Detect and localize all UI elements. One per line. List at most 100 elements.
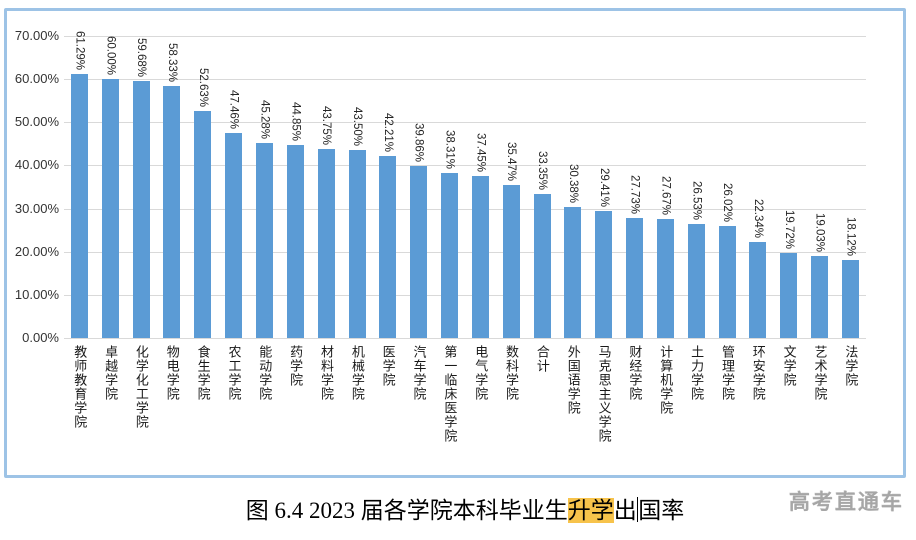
gridline — [64, 165, 866, 167]
bar-column: 38.31% 第一临床医学院 — [434, 36, 465, 443]
bar — [255, 142, 273, 338]
bar-value-label: 19.72% — [782, 209, 795, 249]
bar-category-label: 医学院 — [380, 345, 396, 387]
caption-text: 国率 — [638, 498, 685, 523]
bar-column: 37.45% 电气学院 — [465, 36, 496, 401]
bar-column: 30.38% 外国语学院 — [558, 36, 589, 415]
bar — [348, 150, 366, 338]
bar-column: 61.29% 教师教育学院 — [64, 31, 95, 429]
bar-value-label: 61.29% — [73, 30, 86, 70]
bar-category-label: 农工学院 — [226, 345, 242, 401]
bar — [132, 80, 150, 338]
bar-value-label: 18.12% — [844, 216, 857, 256]
y-axis-tick-label: 10.00% — [14, 286, 59, 302]
gridline — [64, 79, 866, 81]
bar — [101, 79, 119, 338]
bar — [163, 86, 181, 338]
caption-highlighted-text: 升学 — [567, 498, 614, 523]
bar-value-label: 43.75% — [320, 106, 333, 146]
bar — [533, 194, 551, 338]
bar-category-label: 艺术学院 — [812, 345, 828, 401]
bar-value-label: 26.53% — [690, 180, 703, 220]
bar — [749, 241, 767, 338]
bar — [70, 73, 88, 338]
bar — [687, 223, 705, 338]
bar-value-label: 60.00% — [104, 36, 117, 76]
bar-category-label: 外国语学院 — [565, 345, 581, 415]
bar-column: 52.63% 食生学院 — [187, 36, 218, 401]
bar-category-label: 合计 — [534, 345, 550, 373]
bar — [225, 133, 243, 338]
bars-container: 61.29% 教师教育学院 60.00% 卓越学院 59.68% 化学化工学院 58.33%… — [64, 31, 866, 443]
bar-column: 26.53% 土力学院 — [681, 36, 712, 401]
bar — [379, 155, 397, 338]
bar-value-label: 38.31% — [443, 129, 456, 169]
bar-category-label: 教师教育学院 — [72, 345, 88, 429]
caption-text: 图 6.4 2023 届各学院本科毕业生 — [245, 498, 568, 523]
gridline — [64, 36, 866, 37]
gridline — [64, 338, 866, 339]
bar-column: 18.12% 法学院 — [835, 36, 866, 387]
bar-value-label: 43.50% — [351, 107, 364, 147]
bar — [410, 166, 428, 338]
bar — [317, 149, 335, 338]
bar-column: 19.72% 文学院 — [773, 36, 804, 387]
y-axis-tick-label: 70.00% — [14, 28, 59, 43]
bar-category-label: 计算机学院 — [658, 345, 674, 415]
bar — [626, 218, 644, 338]
bar — [564, 206, 582, 338]
gridline — [64, 294, 866, 296]
bar — [441, 172, 459, 338]
bar — [286, 144, 304, 338]
bar-value-label: 35.47% — [505, 141, 518, 181]
bar-category-label: 环安学院 — [750, 345, 766, 401]
chart-caption[interactable]: 图 6.4 2023 届各学院本科毕业生升学出国率 — [0, 491, 916, 525]
y-axis-tick-label: 30.00% — [14, 200, 59, 216]
y-axis-tick-label: 20.00% — [14, 243, 59, 259]
chart-frame[interactable]: 0.00% 10.00% 20.00% 30.00% 40.00% 50.00% 60.00… — [4, 8, 906, 478]
y-axis-tick-label: 50.00% — [14, 114, 59, 130]
caption-text: 出 — [613, 498, 637, 523]
bar-category-label: 财经学院 — [627, 345, 643, 401]
bar-category-label: 文学院 — [781, 345, 797, 387]
bar-category-label: 法学院 — [843, 345, 859, 387]
bar-value-label: 37.45% — [474, 133, 487, 173]
bar-value-label: 26.02% — [721, 182, 734, 222]
bar-category-label: 土力学院 — [689, 345, 705, 401]
bar — [718, 225, 736, 338]
bar-column: 26.02% 管理学院 — [712, 36, 743, 401]
y-axis-tick-label: 60.00% — [14, 71, 59, 87]
bar-column: 22.34% 环安学院 — [743, 36, 774, 401]
gridline — [64, 208, 866, 210]
bar-value-label: 52.63% — [196, 67, 209, 107]
bar-column: 59.68% 化学化工学院 — [126, 36, 157, 429]
bar-category-label: 数科学院 — [504, 345, 520, 401]
bar — [811, 255, 829, 338]
bar-category-label: 第一临床医学院 — [442, 345, 458, 443]
bar-column: 27.67% 计算机学院 — [650, 36, 681, 415]
bar-column: 60.00% 卓越学院 — [95, 36, 126, 401]
bar-value-label: 39.86% — [412, 123, 425, 163]
bar — [842, 259, 860, 338]
bar — [471, 176, 489, 338]
bar-category-label: 药学院 — [288, 345, 304, 387]
bar-category-label: 马克思主义学院 — [596, 345, 612, 443]
bar-value-label: 27.67% — [659, 175, 672, 215]
bar-value-label: 19.03% — [813, 212, 826, 252]
bar-column: 33.35% 合计 — [527, 36, 558, 373]
bar — [595, 211, 613, 338]
bar-column: 58.33% 物电学院 — [157, 36, 188, 401]
bar-value-label: 44.85% — [289, 101, 302, 141]
bar-column: 43.75% 材料学院 — [311, 36, 342, 401]
bar — [194, 110, 212, 338]
bar-category-label: 卓越学院 — [103, 345, 119, 401]
gridline — [64, 251, 866, 253]
bar — [780, 252, 798, 338]
bar-category-label: 材料学院 — [318, 345, 334, 401]
bar-category-label: 电气学院 — [473, 345, 489, 401]
bar-value-label: 22.34% — [751, 198, 764, 238]
text-cursor — [636, 497, 639, 522]
bar — [656, 218, 674, 338]
bar-column: 19.03% 艺术学院 — [804, 36, 835, 401]
